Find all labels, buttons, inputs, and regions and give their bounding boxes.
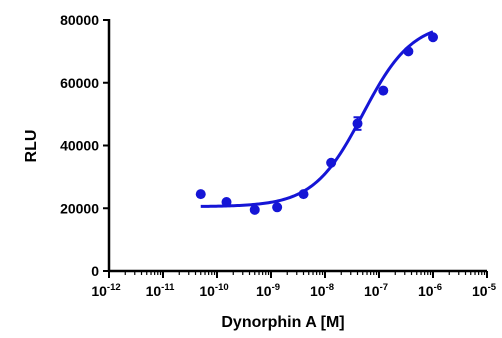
x-tick-label: 10-7 [364, 282, 388, 299]
data-point [272, 202, 283, 213]
y-tick-label: 20000 [60, 200, 99, 216]
fit-curve [200, 30, 434, 208]
y-tick-label: 40000 [60, 138, 99, 154]
data-point [195, 189, 206, 200]
data-point [403, 46, 414, 57]
x-tick-label: 10-12 [91, 282, 120, 299]
data-point [326, 157, 337, 168]
x-axis-title: Dynorphin A [M] [221, 314, 344, 331]
data-point [221, 196, 232, 207]
y-tick-label: 80000 [60, 12, 99, 28]
data-point [428, 32, 438, 43]
data-point [298, 189, 309, 200]
x-tick-label: 10-6 [418, 282, 442, 299]
x-tick-label: 10-5 [472, 282, 497, 299]
x-tick-label: 10-9 [256, 282, 280, 299]
x-tick-label: 10-11 [146, 282, 176, 299]
x-tick-label: 10-10 [199, 282, 228, 299]
y-axis-title: RLU [23, 130, 40, 163]
data-point [249, 204, 260, 215]
x-tick-label: 10-8 [310, 282, 334, 299]
y-tick-label: 0 [91, 263, 99, 279]
data-point [378, 85, 389, 96]
data-point [352, 118, 363, 129]
y-tick-label: 60000 [60, 75, 99, 91]
